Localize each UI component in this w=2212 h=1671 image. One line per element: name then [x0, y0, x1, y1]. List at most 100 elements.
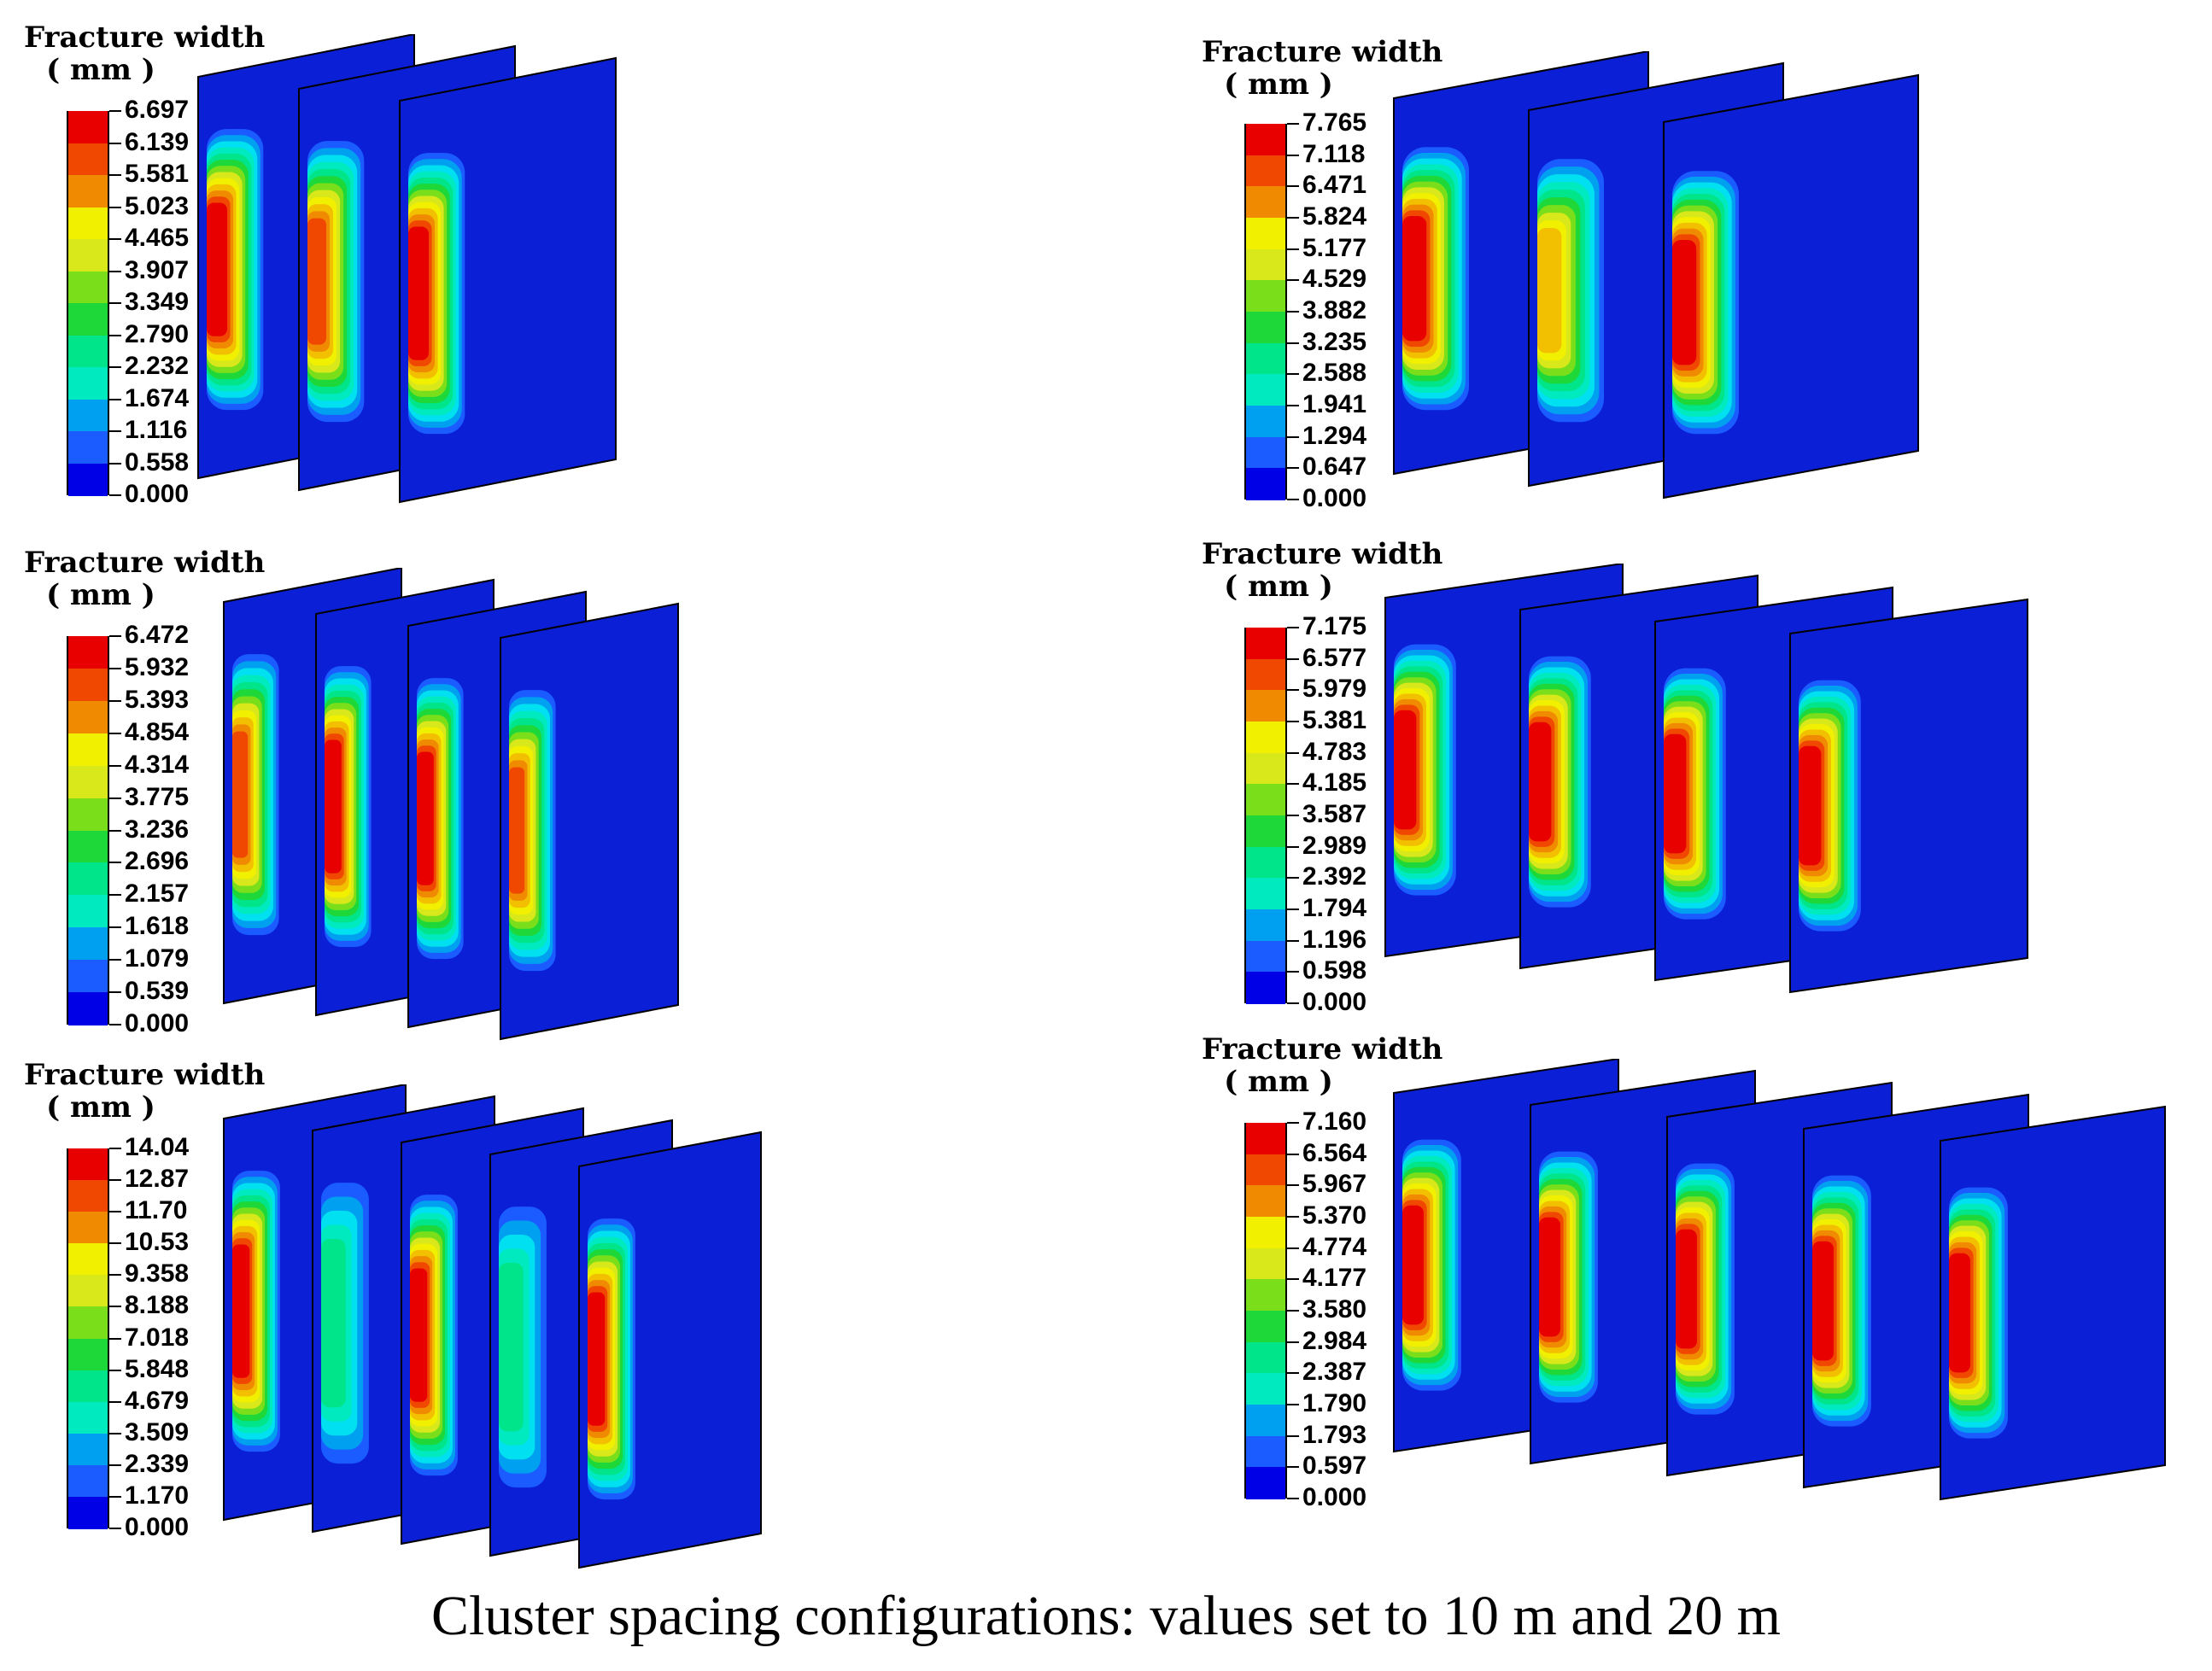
fracture-plates: [197, 34, 617, 504]
legend-value-label: 12.87: [125, 1165, 190, 1194]
legend-swatch: [68, 862, 108, 897]
legend-value-label: 7.160: [1302, 1107, 1367, 1136]
legend-tick: [1287, 435, 1299, 438]
legend-swatch: [68, 733, 108, 767]
legend-tick: [1287, 373, 1299, 376]
legend-tick: [109, 1432, 121, 1434]
legend-swatch: [68, 111, 108, 144]
legend-tick: [109, 334, 121, 336]
legend-color-bar: [1244, 124, 1287, 500]
fracture-plates: [223, 568, 679, 1041]
legend-tick: [109, 1024, 121, 1025]
legend-swatch: [68, 431, 108, 464]
legend-tick: [1287, 1466, 1299, 1469]
width-contour-band: [509, 767, 525, 894]
legend-tick: [109, 1179, 121, 1182]
legend-value-label: 3.587: [1302, 800, 1367, 828]
legend-value-label: 4.177: [1302, 1264, 1367, 1293]
legend-value-label: 4.854: [125, 717, 190, 746]
legend-swatch: [1246, 972, 1285, 1004]
legend-value-label: 0.000: [125, 480, 190, 508]
legend-tick: [1287, 185, 1299, 188]
legend-value-label: 2.984: [1302, 1326, 1367, 1355]
width-contour-band: [417, 757, 431, 879]
legend-value-label: 2.790: [125, 319, 190, 348]
legend-tick: [109, 667, 121, 669]
legend-value-label: 4.774: [1302, 1232, 1367, 1261]
fracture-plates: [1393, 51, 1919, 500]
legend-value-label: 11.70: [125, 1196, 188, 1225]
legend-swatch: [1246, 1341, 1285, 1375]
legend-value-label: 6.471: [1302, 171, 1367, 200]
legend-tick: [1287, 721, 1299, 722]
legend-value-label: 5.177: [1302, 233, 1367, 262]
legend-swatch: [68, 1464, 108, 1498]
legend-value-label: 1.618: [125, 912, 190, 941]
legend-value-label: 1.116: [125, 416, 188, 444]
legend-swatch: [68, 895, 108, 929]
legend-swatch: [68, 765, 108, 799]
legend-tick: [1287, 123, 1299, 125]
width-contour-band: [588, 1298, 603, 1420]
legend-value-label: 1.793: [1302, 1420, 1367, 1449]
legend-value-label: 5.393: [125, 685, 190, 714]
fracture-plate: [1940, 1105, 2166, 1501]
legend-unit: ( mm ): [46, 578, 155, 612]
width-contour-band: [410, 1274, 425, 1396]
legend-swatch: [68, 1243, 108, 1277]
legend-tick: [1287, 751, 1299, 754]
legend-value-label: 2.989: [1302, 831, 1367, 860]
legend-value-label: 5.370: [1302, 1201, 1367, 1230]
legend-value-label: 1.790: [1302, 1389, 1367, 1417]
legend-swatch: [1246, 1247, 1285, 1281]
legend-tick: [1287, 279, 1299, 282]
legend-value-label: 2.157: [125, 879, 190, 909]
legend-value-label: 1.794: [1302, 894, 1367, 922]
width-contour-band: [499, 1262, 524, 1432]
width-contour-band: [1394, 716, 1413, 824]
legend-tick: [109, 1306, 121, 1308]
legend-tick: [109, 174, 121, 176]
width-contour-band: [207, 208, 225, 330]
legend-tick: [109, 862, 121, 864]
legend-tick: [1287, 815, 1299, 816]
legend-value-label: 0.000: [125, 1009, 190, 1037]
legend-swatch: [1246, 1311, 1285, 1343]
legend-value-label: 0.000: [1302, 988, 1367, 1016]
legend-tick: [1287, 627, 1299, 628]
legend-swatch: [1246, 155, 1285, 188]
legend-swatch: [68, 668, 108, 702]
legend-tick: [1287, 1498, 1299, 1499]
legend-swatch: [1246, 1279, 1285, 1312]
legend-value-label: 1.196: [1302, 925, 1367, 954]
width-contour-band: [232, 731, 249, 858]
legend-swatch: [68, 463, 108, 496]
fracture-plates: [1384, 564, 2028, 994]
legend-value-label: 14.04: [125, 1133, 190, 1161]
legend-unit: ( mm ): [46, 53, 155, 87]
legend-title: Fracture width: [24, 1058, 266, 1092]
legend-value-label: 1.079: [125, 944, 190, 973]
legend-swatch: [1246, 940, 1285, 973]
width-contour-band: [1812, 1247, 1831, 1355]
legend-tick: [109, 991, 121, 994]
legend-value-label: 1.294: [1302, 421, 1367, 450]
legend-tick: [1287, 657, 1299, 660]
legend-swatch: [68, 700, 108, 734]
legend-value-label: 0.539: [125, 977, 190, 1006]
legend-tick: [1287, 1002, 1299, 1004]
legend-value-label: 6.697: [125, 96, 190, 124]
legend-unit: ( mm ): [46, 1090, 155, 1125]
legend-value-label: 10.53: [125, 1228, 190, 1257]
legend-tick: [1287, 248, 1299, 250]
legend-swatch: [68, 960, 108, 994]
legend-value-label: 2.588: [1302, 359, 1367, 388]
legend-tick: [1287, 342, 1299, 344]
legend-tick: [109, 829, 121, 832]
legend-swatch: [1246, 248, 1285, 282]
width-contour-band: [408, 232, 426, 354]
legend-swatch: [68, 927, 108, 961]
legend-tick: [109, 1337, 121, 1340]
legend-value-label: 2.232: [125, 352, 190, 380]
width-contour-band: [307, 218, 327, 345]
